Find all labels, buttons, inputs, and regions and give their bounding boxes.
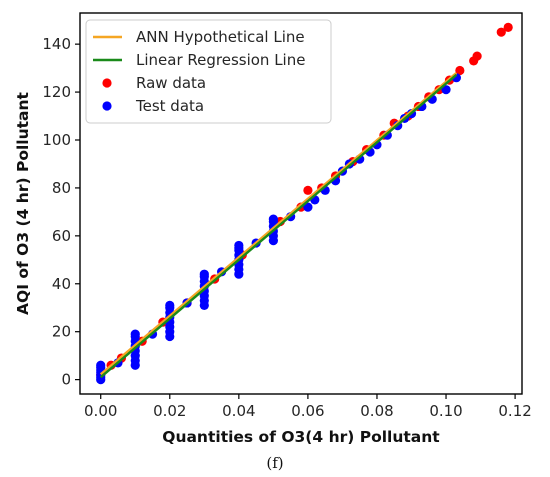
test-data-point — [96, 360, 106, 370]
y-tick-label: 40 — [52, 275, 71, 293]
test-data-point — [441, 85, 451, 95]
legend-label-test-data: Test data — [135, 97, 204, 115]
y-tick-label: 100 — [42, 131, 71, 149]
legend-swatch-raw-data — [102, 78, 112, 88]
legend-label-ann-hypothetical-line: ANN Hypothetical Line — [136, 28, 305, 46]
y-tick-label: 20 — [52, 323, 71, 341]
ann-hypothetical-line — [99, 71, 458, 376]
legend-label-linear-regression-line: Linear Regression Line — [136, 51, 305, 69]
test-data-point — [199, 269, 209, 279]
figure-caption: (f) — [266, 454, 283, 472]
x-tick-label: 0.04 — [222, 402, 255, 420]
y-tick-label: 140 — [42, 35, 71, 53]
legend-label-raw-data: Raw data — [136, 74, 206, 92]
x-tick-label: 0.02 — [153, 402, 186, 420]
test-data-point — [165, 300, 175, 310]
x-axis-title: Quantities of O3(4 hr) Pollutant — [162, 428, 440, 446]
raw-data-point — [503, 22, 513, 32]
raw-data-point — [303, 185, 313, 195]
raw-data-point — [472, 51, 482, 61]
test-data-point — [268, 214, 278, 224]
y-tick-label: 0 — [61, 371, 71, 389]
x-tick-label: 0.12 — [498, 402, 531, 420]
axis-ticks: 0.00 0.02 0.04 0.06 0.08 0.10 0.12 0 20 40 60 80 100… — [42, 35, 531, 420]
x-tick-label: 0.10 — [429, 402, 462, 420]
legend-box — [85, 19, 332, 124]
x-tick-label: 0.06 — [291, 402, 324, 420]
plot-frame — [79, 12, 523, 395]
legend: ANN Hypothetical Line Linear Regression L… — [85, 19, 332, 124]
x-tick-label: 0.08 — [360, 402, 393, 420]
y-tick-label: 120 — [42, 83, 71, 101]
y-tick-label: 60 — [52, 227, 71, 245]
linear-regression-line — [99, 73, 458, 379]
legend-swatch-test-data — [102, 101, 112, 111]
y-tick-label: 80 — [52, 179, 71, 197]
test-data-point — [234, 240, 244, 251]
x-tick-label: 0.00 — [84, 402, 117, 420]
y-axis-title: AQI of O3 (4 hr) Pollutant — [14, 91, 32, 314]
raw-data-point — [455, 65, 465, 76]
raw-data-point — [496, 27, 506, 37]
test-data-point — [303, 202, 313, 212]
plot-marks — [96, 22, 513, 385]
test-data-point — [130, 329, 140, 339]
